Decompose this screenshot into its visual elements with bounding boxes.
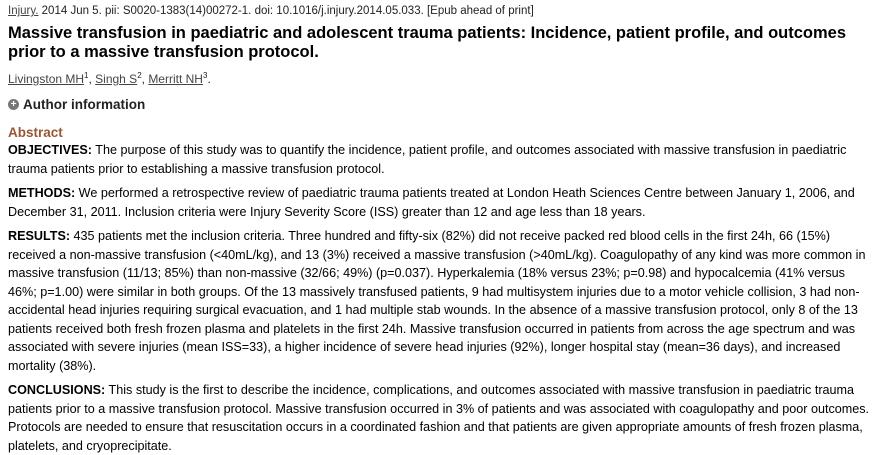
author-affiliation-number: 1: [84, 71, 89, 80]
author-list: Livingston MH1, Singh S2, Merritt NH3.: [8, 68, 870, 87]
section-text: This study is the first to describe the …: [8, 383, 870, 453]
section-label: OBJECTIVES:: [8, 143, 92, 157]
citation-details: 2014 Jun 5. pii: S0020-1383(14)00272-1. …: [38, 5, 534, 17]
author-information-label: Author information: [23, 97, 146, 112]
section-label: METHODS:: [8, 186, 76, 200]
author-separator: .: [207, 72, 211, 86]
results-section: RESULTS: 435 patients met the inclusion …: [8, 227, 870, 375]
author-affiliation-number: 2: [137, 71, 142, 80]
section-text: The purpose of this study was to quantif…: [8, 143, 847, 176]
article-title: Massive transfusion in paediatric and ad…: [8, 24, 847, 61]
author-link[interactable]: Merritt NH: [148, 72, 203, 86]
author-information-toggle[interactable]: + Author information: [8, 97, 870, 112]
objectives-section: OBJECTIVES: The purpose of this study wa…: [8, 141, 870, 178]
author-affiliation-number: 3: [202, 71, 208, 80]
section-label: RESULTS:: [8, 229, 71, 243]
author-link[interactable]: Livingston MH: [8, 72, 85, 86]
abstract-heading: Abstract: [8, 125, 63, 140]
expand-plus-icon[interactable]: +: [8, 99, 19, 110]
section-text: We performed a retrospective review of p…: [8, 186, 855, 219]
section-text: 435 patients met the inclusion criteria.…: [8, 229, 866, 373]
conclusions-section: CONCLUSIONS: This study is the first to …: [8, 381, 870, 455]
author-link[interactable]: Singh S: [95, 72, 138, 86]
section-label: CONCLUSIONS:: [8, 383, 106, 397]
citation-line: Injury. 2014 Jun 5. pii: S0020-1383(14)0…: [8, 4, 870, 18]
journal-link[interactable]: Injury.: [8, 5, 39, 17]
methods-section: METHODS: We performed a retrospective re…: [8, 184, 870, 221]
author-separator: ,: [141, 72, 149, 86]
author-separator: ,: [88, 72, 96, 86]
